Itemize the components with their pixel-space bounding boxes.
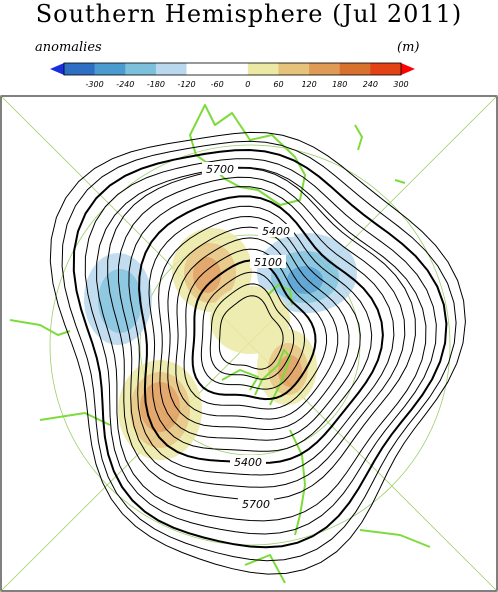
contour-labels: 5700 5400 5100 5400 5700: [202, 162, 294, 511]
legend-left-label: anomalies: [35, 40, 102, 55]
colorbar-cell: [64, 63, 95, 75]
contour-line: [158, 215, 361, 441]
contour-label-5700-south: 5700: [242, 498, 270, 511]
anomaly-shading: [84, 228, 357, 460]
contour-line: [61, 140, 457, 562]
contour-line: [138, 195, 384, 464]
colorbar-tick-label: 180: [332, 80, 348, 89]
colorbar-cell: [339, 63, 371, 75]
colorbar-cell: [370, 63, 402, 75]
contour-line: [148, 205, 373, 452]
height-contours: [49, 131, 466, 575]
contour-line: [72, 148, 448, 549]
contour-line: [118, 176, 406, 488]
contour-line: [96, 166, 427, 522]
contour-label-5400-north: 5400: [262, 225, 290, 238]
contour-line: [49, 131, 466, 575]
contour-line: [200, 271, 306, 390]
colorbar-cell: [278, 63, 310, 75]
colorbar-cell: [247, 63, 279, 75]
legend-units-label: (m): [397, 40, 420, 55]
colorbar-right-arrow: [401, 63, 415, 75]
contour-line: [107, 167, 416, 501]
colorbar-tick-label: -180: [146, 80, 165, 89]
colorbar: [50, 62, 415, 76]
colorbar-tick-label: 120: [301, 80, 317, 89]
map-title: Southern Hemisphere (Jul 2011): [35, 0, 463, 28]
colorbar-cell: [217, 63, 249, 75]
colorbar-tick-label: 300: [393, 80, 409, 89]
contour-line: [191, 259, 317, 401]
contour-label-5700-north: 5700: [206, 163, 234, 176]
contour-line: [128, 186, 395, 476]
colorbar-tick-label: -120: [177, 80, 196, 89]
colorbar-cell: [155, 63, 187, 75]
contour-line: [84, 158, 437, 535]
contour-line: [218, 295, 284, 370]
colorbar-cell: [94, 63, 126, 75]
colorbar-tick-label: -240: [116, 80, 135, 89]
colorbar-tick-label: 0: [245, 80, 251, 89]
colorbar-tick-label: -60: [210, 80, 224, 89]
contour-line: [209, 283, 295, 380]
contour-label-5100: 5100: [254, 256, 282, 269]
colorbar-tick-label: 60: [273, 80, 284, 89]
colorbar-tick-label: -300: [85, 80, 104, 89]
contour-line: [183, 248, 328, 410]
colorbar-cell: [309, 63, 341, 75]
colorbar-tick-label: 240: [362, 80, 378, 89]
contour-label-5400-south: 5400: [234, 456, 262, 469]
contour-line: [175, 237, 339, 420]
polar-map: 5700 5400 5100 5400 5700: [0, 95, 498, 592]
colorbar-cell: [186, 63, 218, 75]
colorbar-left-arrow: [50, 63, 64, 75]
colorbar-cell: [125, 63, 157, 75]
contour-line: [167, 226, 350, 431]
